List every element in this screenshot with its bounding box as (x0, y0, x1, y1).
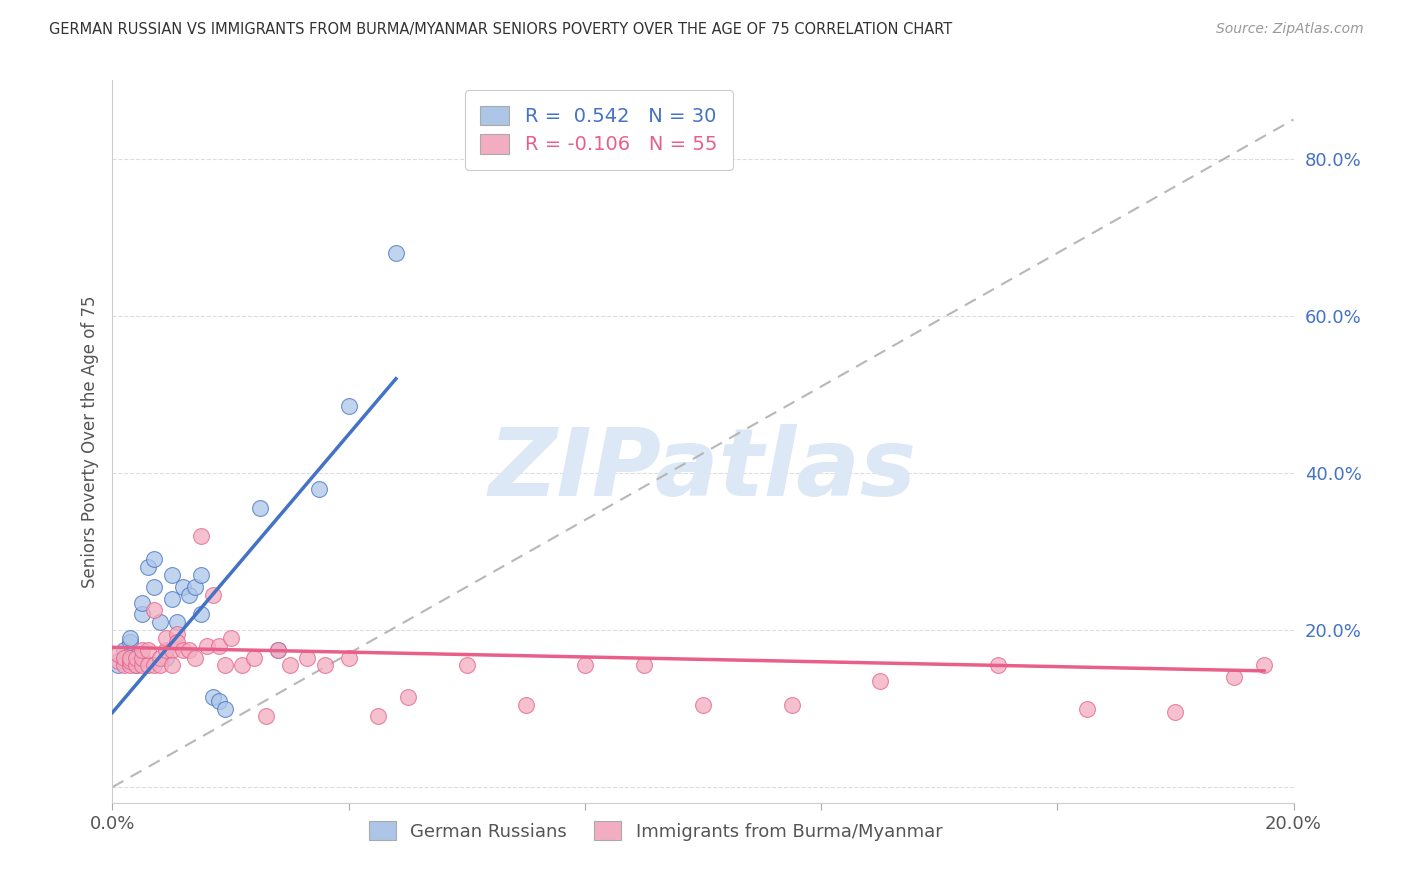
Text: Source: ZipAtlas.com: Source: ZipAtlas.com (1216, 22, 1364, 37)
Point (254, 709, 277, 723)
Point (190, 529, 212, 543)
Point (112, 642, 135, 657)
Text: ZIPatlas: ZIPatlas (489, 425, 917, 516)
Point (278, 658, 301, 673)
Point (308, 482, 330, 496)
Point (1076, 701, 1098, 715)
Point (574, 658, 596, 673)
Point (396, 690, 419, 704)
Point (107, 655, 129, 669)
Point (184, 580, 207, 594)
Point (125, 658, 148, 673)
Point (120, 658, 142, 673)
Point (780, 698, 803, 712)
Point (633, 658, 655, 673)
Point (367, 709, 389, 723)
Point (136, 560, 159, 574)
Point (195, 639, 218, 653)
Point (142, 658, 165, 673)
Point (267, 642, 290, 657)
Point (112, 655, 135, 669)
Point (149, 658, 172, 673)
Point (120, 631, 142, 645)
Point (120, 650, 142, 665)
Point (1223, 670, 1246, 684)
Point (190, 568, 212, 582)
Point (214, 658, 236, 673)
Point (136, 642, 159, 657)
Point (160, 568, 183, 582)
Point (131, 658, 153, 673)
Point (231, 658, 253, 673)
Point (160, 642, 183, 657)
Point (131, 595, 153, 609)
Point (155, 642, 177, 657)
Point (184, 650, 207, 665)
Point (166, 635, 188, 649)
Point (166, 627, 188, 641)
Point (214, 701, 236, 715)
Y-axis label: Seniors Poverty Over the Age of 75: Seniors Poverty Over the Age of 75 (80, 295, 98, 588)
Point (155, 650, 177, 665)
Point (201, 588, 224, 602)
Point (179, 588, 201, 602)
Point (160, 658, 183, 673)
Point (112, 650, 135, 665)
Point (131, 650, 153, 665)
Point (155, 631, 177, 645)
Legend: German Russians, Immigrants from Burma/Myanmar: German Russians, Immigrants from Burma/M… (361, 814, 950, 848)
Point (243, 650, 266, 665)
Point (1253, 658, 1275, 673)
Point (166, 615, 188, 630)
Point (337, 650, 360, 665)
Point (314, 658, 336, 673)
Point (208, 694, 231, 708)
Point (692, 698, 714, 712)
Point (172, 580, 194, 594)
Point (125, 650, 148, 665)
Point (1164, 706, 1187, 720)
Point (208, 639, 231, 653)
Point (267, 642, 290, 657)
Point (149, 615, 172, 630)
Point (190, 607, 212, 622)
Point (219, 631, 242, 645)
Point (172, 642, 194, 657)
Point (131, 607, 153, 622)
Point (201, 690, 224, 704)
Point (297, 650, 319, 665)
Point (456, 658, 478, 673)
Point (120, 635, 142, 649)
Point (337, 399, 360, 413)
Point (107, 658, 129, 673)
Point (131, 642, 153, 657)
Point (142, 552, 165, 566)
Point (107, 647, 129, 661)
Point (125, 650, 148, 665)
Point (869, 674, 891, 689)
Point (112, 658, 135, 673)
Point (987, 658, 1010, 673)
Point (249, 501, 271, 516)
Text: GERMAN RUSSIAN VS IMMIGRANTS FROM BURMA/MYANMAR SENIORS POVERTY OVER THE AGE OF : GERMAN RUSSIAN VS IMMIGRANTS FROM BURMA/… (49, 22, 952, 37)
Point (136, 658, 159, 673)
Point (160, 591, 183, 606)
Point (125, 658, 148, 673)
Point (142, 603, 165, 617)
Point (179, 642, 201, 657)
Point (142, 580, 165, 594)
Point (385, 246, 408, 260)
Point (515, 698, 537, 712)
Point (120, 655, 142, 669)
Point (149, 650, 172, 665)
